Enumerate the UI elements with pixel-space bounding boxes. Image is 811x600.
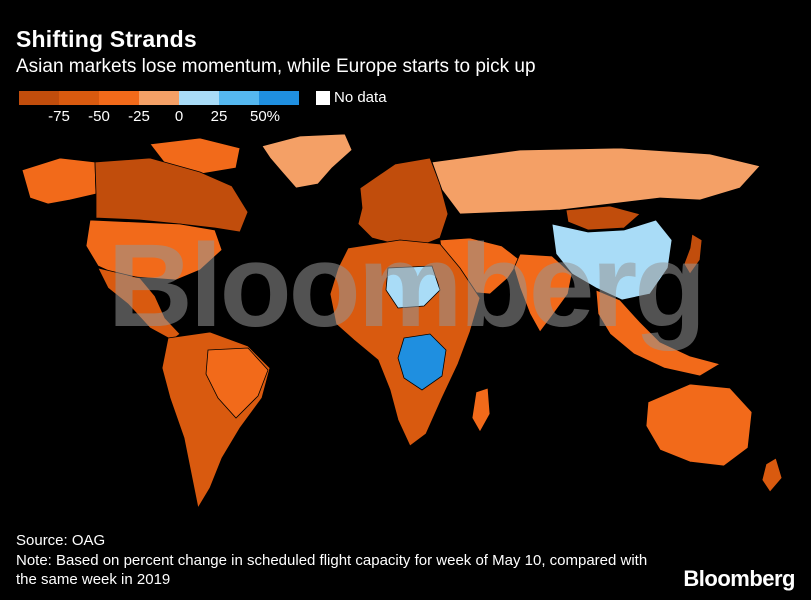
legend-swatch: [219, 91, 259, 105]
legend-ticks: -75 -50 -25 0 25 50%: [19, 108, 319, 126]
region-southeast-asia: [595, 289, 722, 377]
legend-swatch: [19, 91, 59, 105]
brand-logo: Bloomberg: [683, 566, 795, 591]
legend-swatch: [139, 91, 179, 105]
legend-swatch: [259, 91, 299, 105]
legend-swatch: [179, 91, 219, 105]
region-china: [551, 219, 673, 301]
legend-color-scale: [19, 91, 299, 105]
region-australia: [645, 383, 753, 467]
chart-subtitle: Asian markets lose momentum, while Europ…: [16, 56, 536, 77]
region-india: [513, 253, 573, 333]
legend-swatch: [99, 91, 139, 105]
legend-no-data: No data: [316, 89, 387, 106]
legend-tick-label: -50: [88, 108, 110, 125]
region-new-zealand: [761, 457, 783, 493]
region-brazil: [205, 347, 269, 419]
region-russia: [431, 147, 761, 215]
region-madagascar: [471, 387, 491, 433]
legend-tick-label: -75: [48, 108, 70, 125]
world-map: [21, 133, 783, 510]
region-europe: [357, 157, 449, 247]
no-data-label: No data: [334, 89, 387, 106]
region-usa: [85, 219, 223, 281]
source-note: Source: OAG: [16, 532, 106, 549]
legend-tick-label: -25: [128, 108, 150, 125]
region-japan: [683, 233, 703, 275]
region-canada: [94, 157, 249, 233]
region-congo: [397, 333, 447, 391]
legend-tick-label: 0: [174, 108, 184, 125]
region-sahel: [385, 265, 441, 309]
chart-title: Shifting Strands: [16, 26, 197, 52]
no-data-swatch: [316, 90, 330, 105]
legend-tick-label: 50%: [249, 108, 281, 125]
legend-tick-label: 25: [210, 108, 228, 125]
region-alaska: [21, 157, 97, 205]
region-mongolia: [565, 205, 641, 231]
legend-swatch: [59, 91, 99, 105]
region-greenland: [261, 133, 353, 189]
methodology-note: Note: Based on percent change in schedul…: [16, 552, 648, 588]
